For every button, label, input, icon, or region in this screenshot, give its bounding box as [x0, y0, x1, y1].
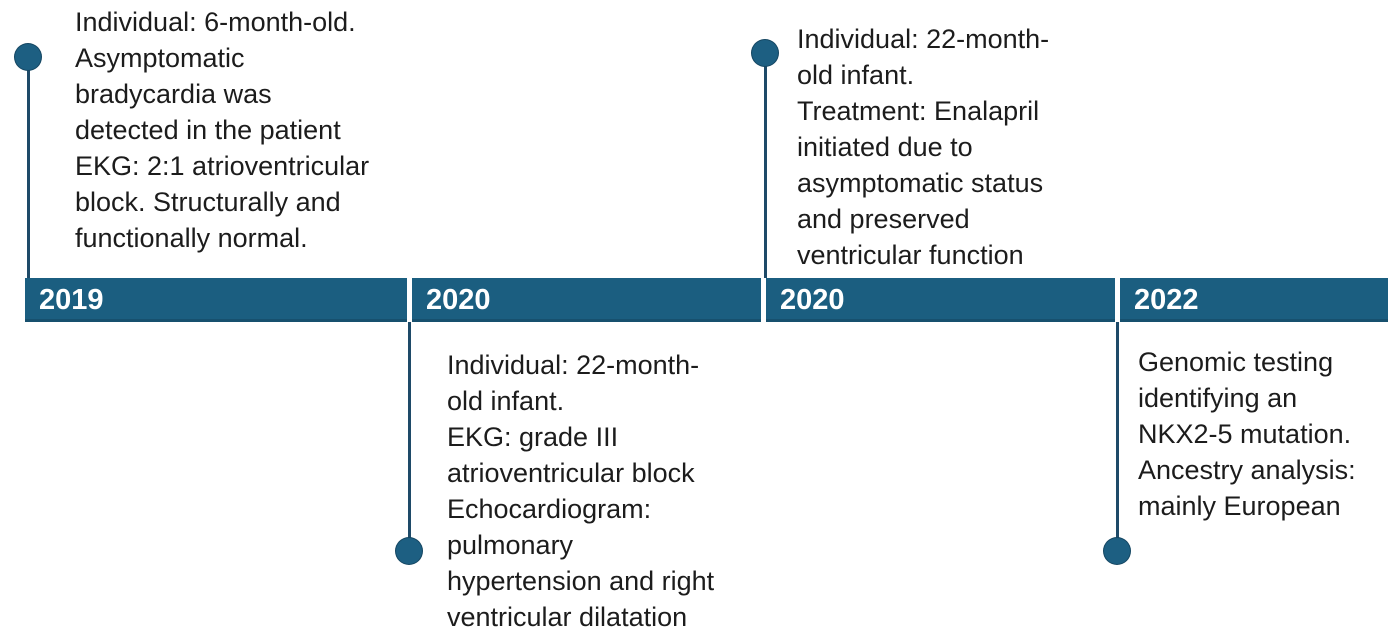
timeline-segment-2019: 2019 — [25, 278, 407, 322]
event-dot-2022 — [1103, 537, 1131, 565]
event-connector-2019 — [27, 66, 30, 278]
timeline-segment-2020-first: 2020 — [412, 278, 761, 322]
year-label-2020-first: 2020 — [426, 283, 491, 316]
event-text-2019: Individual: 6-month-old. Asymptomatic br… — [75, 7, 370, 253]
timeline-segment-2022: 2022 — [1120, 278, 1388, 322]
timeline-segment-2020-second: 2020 — [766, 278, 1115, 322]
year-label-2019: 2019 — [39, 283, 104, 316]
event-connector-2020-second — [764, 62, 767, 278]
year-label-2022: 2022 — [1134, 283, 1199, 316]
event-dot-2019 — [14, 43, 42, 71]
year-label-2020-second: 2020 — [780, 283, 845, 316]
event-dot-2020-second — [751, 39, 779, 67]
event-text-2022: Genomic testing identifying an NKX2-5 mu… — [1138, 347, 1356, 521]
event-connector-2022 — [1116, 322, 1119, 551]
event-dot-2020-first — [395, 537, 423, 565]
event-text-2020-second: Individual: 22-month- old infant. Treatm… — [797, 24, 1050, 270]
event-text-2020-first: Individual: 22-month- old infant. EKG: g… — [447, 350, 715, 628]
event-connector-2020-first — [408, 322, 411, 551]
